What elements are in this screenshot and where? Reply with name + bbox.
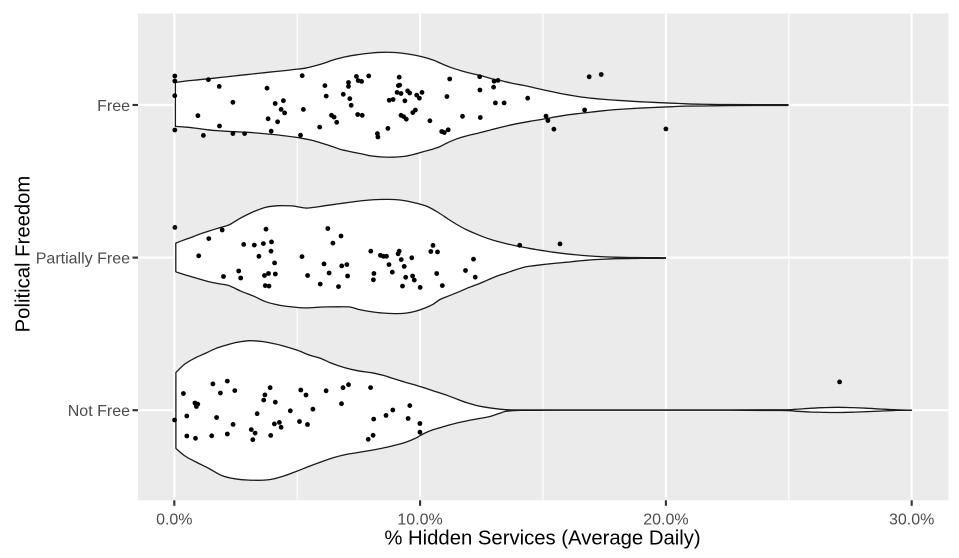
svg-text:Partially Free: Partially Free: [36, 250, 130, 267]
svg-text:20.0%: 20.0%: [643, 512, 688, 529]
svg-text:Not Free: Not Free: [68, 403, 130, 420]
svg-text:Political Freedom: Political Freedom: [12, 176, 34, 333]
svg-text:30.0%: 30.0%: [889, 512, 934, 529]
svg-text:0.0%: 0.0%: [156, 512, 192, 529]
svg-text:% Hidden Services (Average Dai: % Hidden Services (Average Daily): [384, 528, 700, 550]
svg-text:Free: Free: [97, 98, 130, 115]
svg-text:10.0%: 10.0%: [397, 512, 442, 529]
